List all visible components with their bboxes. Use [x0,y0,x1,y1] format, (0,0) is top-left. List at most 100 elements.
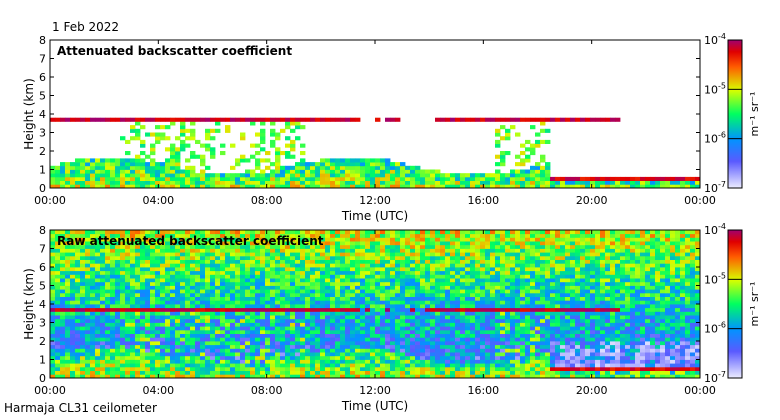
heatmap-cell [225,307,231,312]
heatmap-cell [205,267,211,272]
heatmap-cell [75,307,81,312]
heatmap-cell [315,184,321,189]
heatmap-cell [85,244,91,249]
heatmap-cell [525,263,531,268]
heatmap-cell [505,329,511,334]
heatmap-cell [210,296,216,301]
heatmap-cell [70,184,76,189]
heatmap-cell [205,173,211,178]
heatmap-cell [145,259,151,264]
heatmap-cell [450,184,456,189]
heatmap-cell [345,348,351,353]
heatmap-cell [465,259,471,264]
heatmap-cell [525,344,531,349]
heatmap-cell [185,311,191,316]
heatmap-cell [360,300,366,305]
heatmap-cell [485,117,491,122]
heatmap-cell [190,132,196,137]
heatmap-cell [515,352,521,357]
heatmap-cell [335,274,341,279]
heatmap-cell [210,363,216,368]
heatmap-cell [335,230,341,235]
heatmap-cell [365,184,371,189]
heatmap-cell [210,300,216,305]
heatmap-cell [190,304,196,309]
heatmap-cell [435,300,441,305]
heatmap-cell [135,165,141,170]
heatmap-cell [490,248,496,253]
heatmap-cell [430,337,436,342]
heatmap-cell [245,289,251,294]
heatmap-cell [280,274,286,279]
heatmap-cell [100,374,106,379]
heatmap-cell [590,176,596,181]
heatmap-cell [395,329,401,334]
heatmap-cell [220,296,226,301]
heatmap-cell [185,259,191,264]
heatmap-cell [80,348,86,353]
heatmap-cell [490,274,496,279]
heatmap-cell [420,184,426,189]
heatmap-cell [440,184,446,189]
heatmap-cell [340,333,346,338]
heatmap-cell [525,252,531,257]
heatmap-cell [515,296,521,301]
heatmap-cell [230,173,236,178]
heatmap-cell [135,355,141,360]
heatmap-cell [340,241,346,246]
heatmap-cell [615,184,621,189]
heatmap-cell [385,333,391,338]
heatmap-cell [250,173,256,178]
heatmap-cell [330,248,336,253]
heatmap-cell [165,341,171,346]
heatmap-cell [330,322,336,327]
heatmap-cell [90,270,96,275]
heatmap-cell [60,259,66,264]
heatmap-cell [200,355,206,360]
heatmap-cell [330,165,336,170]
heatmap-cell [355,252,361,257]
heatmap-cell [65,285,71,290]
heatmap-cell [335,281,341,286]
heatmap-cell [125,274,131,279]
heatmap-cell [510,278,516,283]
heatmap-cell [440,274,446,279]
heatmap-cell [85,337,91,342]
heatmap-cell [115,307,121,312]
heatmap-cell [135,180,141,185]
heatmap-cell [555,180,561,185]
heatmap-cell [145,318,151,323]
heatmap-cell [390,363,396,368]
heatmap-cell [675,184,681,189]
heatmap-cell [535,289,541,294]
heatmap-cell [100,255,106,260]
heatmap-cell [255,270,261,275]
heatmap-cell [170,151,176,156]
heatmap-cell [420,311,426,316]
heatmap-cell [215,370,221,375]
heatmap-cell [400,315,406,320]
heatmap-cell [130,307,136,312]
heatmap-cell [430,169,436,174]
heatmap-cell [530,292,536,297]
heatmap-cell [525,366,531,371]
heatmap-cell [275,359,281,364]
heatmap-cell [455,374,461,379]
heatmap-cell [370,173,376,178]
heatmap-cell [245,307,251,312]
heatmap-cell [335,255,341,260]
heatmap-cell [320,158,326,163]
heatmap-cell [185,341,191,346]
heatmap-cell [405,278,411,283]
heatmap-cell [430,241,436,246]
heatmap-cell [415,270,421,275]
heatmap-cell [250,274,256,279]
heatmap-cell [235,173,241,178]
heatmap-cell [280,315,286,320]
heatmap-cell [260,359,266,364]
heatmap-cell [300,165,306,170]
heatmap-cell [70,176,76,181]
heatmap-cell [500,233,506,238]
heatmap-cell [100,158,106,163]
heatmap-cell [175,255,181,260]
